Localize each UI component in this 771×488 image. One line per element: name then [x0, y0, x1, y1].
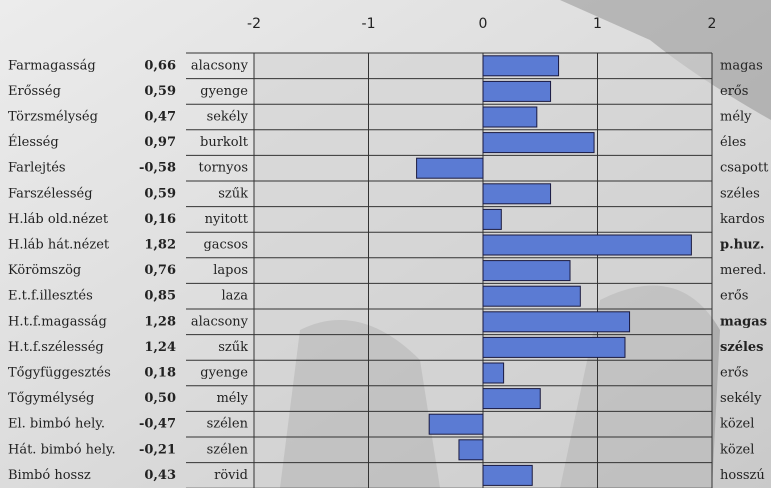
- trait-label: El. bimbó hely.: [8, 417, 105, 432]
- left-label: tornyos: [199, 161, 248, 176]
- right-label: csapott: [720, 161, 769, 176]
- left-label: alacsony: [191, 314, 249, 329]
- bar: [482, 183, 552, 205]
- bar: [482, 55, 560, 77]
- x-tick-label: 1: [593, 16, 602, 32]
- trait-label: H.láb old.nézet: [8, 212, 109, 227]
- bar: [482, 132, 595, 154]
- bar: [482, 106, 538, 128]
- right-label: kardos: [720, 212, 765, 227]
- left-label: burkolt: [200, 135, 249, 150]
- x-tick-label: 2: [708, 16, 717, 32]
- bar: [482, 336, 626, 358]
- value-label: -0,58: [139, 161, 176, 176]
- right-label: hosszú: [720, 468, 765, 483]
- x-tick-label: -2: [247, 16, 261, 32]
- left-label: laza: [221, 289, 248, 304]
- bar: [458, 439, 484, 461]
- trait-label: Farlejtés: [8, 161, 66, 176]
- value-label: 1,82: [144, 238, 176, 253]
- trait-label: Tőgymélység: [8, 391, 94, 406]
- trait-label: Farszélesség: [8, 186, 93, 201]
- right-label: magas: [720, 314, 767, 329]
- right-label: közel: [720, 417, 754, 432]
- left-label: gacsos: [203, 238, 248, 253]
- left-label: szélen: [207, 417, 249, 432]
- value-label: 0,76: [144, 263, 176, 278]
- trait-label: Farmagasság: [8, 58, 96, 73]
- trait-label: Erősség: [8, 84, 61, 99]
- hide-patch: [560, 0, 771, 120]
- right-label: magas: [720, 58, 763, 73]
- value-label: 0,16: [144, 212, 176, 227]
- value-label: 0,18: [144, 366, 176, 381]
- trait-label: Tőgyfüggesztés: [8, 366, 111, 381]
- trait-label: Törzsmélység: [8, 110, 98, 125]
- right-label: mered.: [720, 263, 766, 278]
- value-label: 0,50: [144, 391, 176, 406]
- bar: [482, 260, 571, 282]
- left-label: szűk: [218, 340, 248, 355]
- value-label: 0,66: [144, 58, 176, 73]
- left-label: szélen: [207, 442, 249, 457]
- left-label: nyitott: [205, 212, 249, 227]
- left-label: gyenge: [200, 84, 248, 99]
- right-label: erős: [720, 289, 748, 304]
- value-label: 0,97: [144, 135, 176, 150]
- bar: [482, 80, 552, 102]
- trait-label: Hát. bimbó hely.: [8, 442, 116, 457]
- right-label: mély: [720, 110, 752, 125]
- bar: [482, 362, 505, 384]
- value-label: 0,85: [144, 289, 176, 304]
- right-label: közel: [720, 442, 754, 457]
- left-label: mély: [216, 391, 248, 406]
- x-tick-label: 0: [479, 16, 488, 32]
- right-label: erős: [720, 84, 748, 99]
- value-label: 1,28: [144, 314, 176, 329]
- value-label: 0,59: [144, 84, 176, 99]
- value-label: -0,47: [139, 417, 176, 432]
- left-label: rövid: [214, 468, 248, 483]
- left-label: gyenge: [200, 366, 248, 381]
- bar: [482, 464, 533, 486]
- value-label: 0,47: [144, 110, 176, 125]
- right-label: széles: [720, 340, 764, 355]
- trait-label: E.t.f.illesztés: [8, 289, 93, 304]
- value-label: 1,24: [144, 340, 176, 355]
- right-label: éles: [720, 135, 746, 150]
- trait-label: H.t.f.szélesség: [8, 340, 104, 355]
- bar: [482, 208, 502, 230]
- x-tick-label: -1: [362, 16, 376, 32]
- trait-label: Élesség: [8, 134, 59, 150]
- right-label: széles: [720, 186, 760, 201]
- value-label: -0,21: [139, 442, 176, 457]
- value-label: 0,43: [144, 468, 176, 483]
- left-label: alacsony: [191, 58, 249, 73]
- bar: [482, 285, 581, 307]
- value-label: 0,59: [144, 186, 176, 201]
- bar: [428, 413, 484, 435]
- trait-label: Körömszög: [8, 263, 81, 278]
- bar: [482, 311, 631, 333]
- right-label: sekély: [720, 391, 762, 406]
- trait-label: Bimbó hossz: [8, 468, 91, 483]
- bar: [416, 157, 484, 179]
- trait-label: H.t.f.magasság: [8, 314, 107, 329]
- bar: [482, 234, 692, 256]
- right-label: p.huz.: [720, 238, 764, 253]
- left-label: lapos: [213, 263, 248, 278]
- trait-label: H.láb hát.nézet: [8, 238, 110, 253]
- left-label: szűk: [218, 186, 248, 201]
- left-label: sekély: [207, 110, 249, 125]
- right-label: erős: [720, 366, 748, 381]
- bar: [482, 388, 541, 410]
